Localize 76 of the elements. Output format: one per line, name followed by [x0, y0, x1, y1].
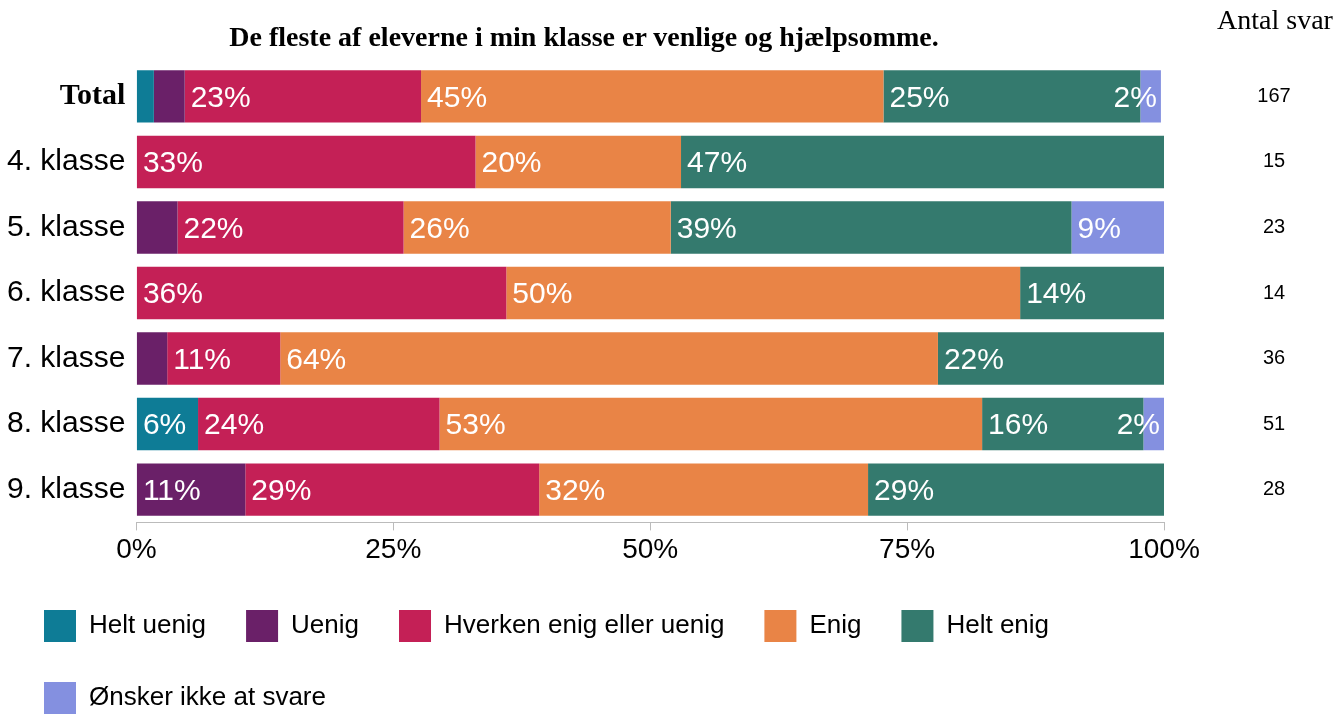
legend-label: Uenig: [291, 609, 360, 640]
data-label: 39%: [676, 210, 737, 244]
bar: [1020, 266, 1164, 320]
data-label: 9%: [1077, 210, 1121, 244]
text: 15: [1262, 149, 1286, 172]
data-label: 47%: [687, 145, 748, 179]
legend-label: Hverken enig eller uenig: [444, 609, 725, 640]
data-label: 14%: [1026, 276, 1087, 310]
bar: [506, 266, 1021, 320]
bar: [153, 70, 185, 123]
data-label: 32%: [545, 472, 606, 506]
data-label: 36%: [142, 276, 203, 310]
bar: [439, 397, 983, 451]
y-tick-label: 4. klasse: [7, 143, 126, 177]
bar: [136, 266, 507, 320]
legend-label: Helt uenig: [89, 609, 207, 640]
data-label: 23%: [190, 79, 251, 113]
bar: [136, 135, 476, 189]
bar: [136, 201, 178, 254]
y-tick-label: 9. klasse: [7, 470, 126, 504]
bar: [937, 332, 1164, 385]
data-label: 24%: [204, 407, 265, 441]
data-label: 6%: [142, 407, 187, 441]
data-label: 20%: [481, 145, 542, 179]
x-tick-label: 75%: [879, 532, 936, 564]
bar: [136, 332, 168, 385]
text: 23: [1262, 214, 1286, 237]
text: 28: [1262, 477, 1286, 500]
data-label: 29%: [874, 472, 935, 506]
bar: [1071, 201, 1164, 254]
bar: [670, 201, 1072, 254]
data-label: 22%: [943, 341, 1004, 375]
text: 51: [1262, 411, 1286, 434]
text: 36: [1262, 346, 1286, 369]
y-tick-label: 7. klasse: [7, 339, 126, 373]
legend-label: Enig: [809, 609, 862, 640]
bar: [184, 70, 422, 123]
bar: [868, 463, 1164, 516]
data-label: 45%: [427, 79, 488, 113]
text: Antal svar: [1217, 4, 1334, 36]
data-label: 26%: [409, 210, 470, 244]
data-label: 11%: [173, 341, 232, 375]
data-label: 25%: [889, 79, 950, 113]
data-label: 33%: [142, 145, 203, 179]
y-tick-label: Total: [59, 77, 126, 111]
data-label: 64%: [286, 341, 347, 375]
x-tick-label: 25%: [365, 532, 422, 564]
x-tick-label: 100%: [1128, 532, 1200, 564]
bar: [403, 201, 671, 254]
bar: [136, 70, 154, 123]
bar: [198, 397, 440, 451]
data-label: 29%: [251, 472, 312, 506]
text: 14: [1262, 280, 1286, 303]
data-label: 53%: [445, 407, 506, 441]
bar: [245, 463, 540, 516]
bar: [167, 332, 281, 385]
legend-label: Helt enig: [946, 609, 1050, 640]
data-label: 22%: [183, 210, 244, 244]
y-tick-label: 5. klasse: [7, 208, 126, 242]
data-label: 11%: [142, 472, 201, 506]
bar: [136, 463, 246, 516]
y-tick-label: 8. klasse: [7, 405, 126, 439]
bar: [681, 135, 1164, 189]
text: 167: [1257, 83, 1291, 106]
bar: [421, 70, 884, 123]
x-tick-label: 0%: [116, 532, 157, 564]
y-tick-label: 6. klasse: [7, 274, 126, 308]
bar: [177, 201, 404, 254]
data-label: 50%: [512, 276, 573, 310]
chart-title: De fleste af eleverne i min klasse er venlige og hjælpsomme.: [229, 21, 939, 53]
bar: [475, 135, 682, 189]
x-tick-label: 50%: [622, 532, 679, 564]
bar: [280, 332, 938, 385]
legend-label: Ønsker ikke at svare: [89, 681, 326, 712]
data-label: 16%: [988, 407, 1049, 441]
bar: [539, 463, 869, 516]
